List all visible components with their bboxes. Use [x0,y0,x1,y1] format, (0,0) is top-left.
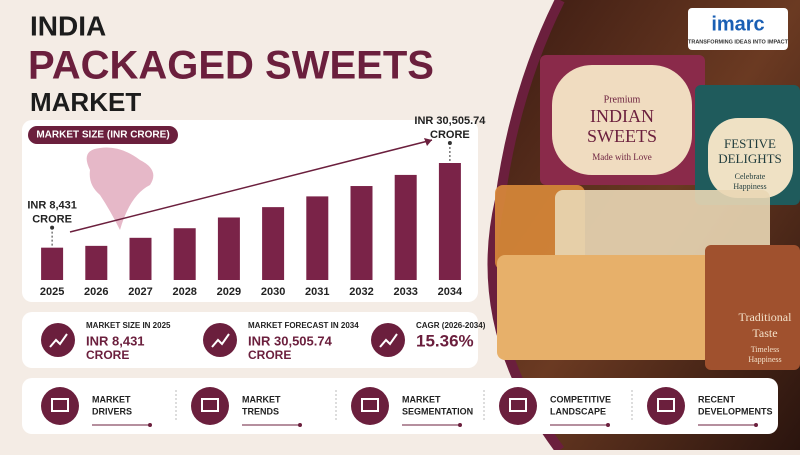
stat-value: INR 30,505.74 [248,333,333,348]
stat-icon [203,323,237,357]
label-dot [50,226,54,230]
bar [439,163,461,280]
x-tick-label: 2030 [261,286,285,298]
nav-dot [458,423,462,427]
logo-tagline: TRANSFORMING IDEAS INTO IMPACT [688,39,789,45]
nav-icon [647,387,685,425]
box-text: Made with Love [592,152,651,162]
x-tick-label: 2031 [305,286,329,298]
box-text: FESTIVE [724,136,776,151]
bar [130,238,152,280]
box-text: Happiness [733,182,766,191]
box-text: Celebrate [735,172,766,181]
title: PACKAGED SWEETS [28,44,434,88]
bar [218,217,240,280]
stat-value: 15.36% [416,331,474,350]
value-label: INR 30,505.74 [414,115,486,127]
nav-icon [499,387,537,425]
bar [306,196,328,280]
stat-unit: CRORE [248,348,291,362]
x-tick-label: 2027 [128,286,152,298]
stat-icon [41,323,75,357]
box-text: SWEETS [587,126,657,146]
x-tick-label: 2025 [40,286,64,298]
bar [351,186,373,280]
nav-label[interactable]: TRENDS [242,406,279,416]
nav-label[interactable]: COMPETITIVE [550,394,611,404]
stat-label: MARKET FORECAST IN 2034 [248,321,359,330]
bar [174,228,196,280]
stat-icon [371,323,405,357]
nav-label[interactable]: DRIVERS [92,406,132,416]
nav-label[interactable]: MARKET [92,394,131,404]
value-label: INR 8,431 [27,200,77,212]
sweet-tray [497,255,712,360]
x-tick-label: 2028 [172,286,196,298]
bar [41,248,63,280]
box-text: DELIGHTS [718,151,782,166]
x-tick-label: 2034 [438,286,463,298]
nav-icon [191,387,229,425]
bar [262,207,284,280]
nav-label[interactable]: LANDSCAPE [550,406,606,416]
x-tick-label: 2033 [393,286,417,298]
box-text: Timeless [751,345,780,354]
title: INDIA [30,10,106,41]
nav-dot [298,423,302,427]
nav-label[interactable]: MARKET [402,394,441,404]
chart-label: MARKET SIZE (INR CRORE) [36,130,169,141]
label-dot [448,141,452,145]
nav-icon [41,387,79,425]
title: MARKET [30,87,141,117]
stat-unit: CRORE [86,348,129,362]
x-tick-label: 2029 [217,286,241,298]
x-tick-label: 2026 [84,286,108,298]
box-text: Happiness [748,355,781,364]
value-unit: CRORE [430,129,470,141]
nav-icon [351,387,389,425]
box-text: INDIAN [590,106,654,126]
value-unit: CRORE [32,214,72,226]
bar [395,175,417,280]
box-text: Traditional [739,310,793,324]
nav-dot [606,423,610,427]
bar [85,246,107,280]
nav-label[interactable]: SEGMENTATION [402,406,473,416]
stat-label: CAGR (2026-2034) [416,321,486,330]
box-text: Taste [752,326,777,340]
nav-label[interactable]: RECENT [698,394,736,404]
stat-label: MARKET SIZE IN 2025 [86,321,171,330]
nav-dot [754,423,758,427]
nav-label[interactable]: MARKET [242,394,281,404]
nav-dot [148,423,152,427]
x-tick-label: 2032 [349,286,373,298]
nav-label[interactable]: DEVELOPMENTS [698,406,773,416]
stat-value: INR 8,431 [86,333,145,348]
logo: imarc [711,13,764,35]
box-text: Premium [604,94,641,105]
